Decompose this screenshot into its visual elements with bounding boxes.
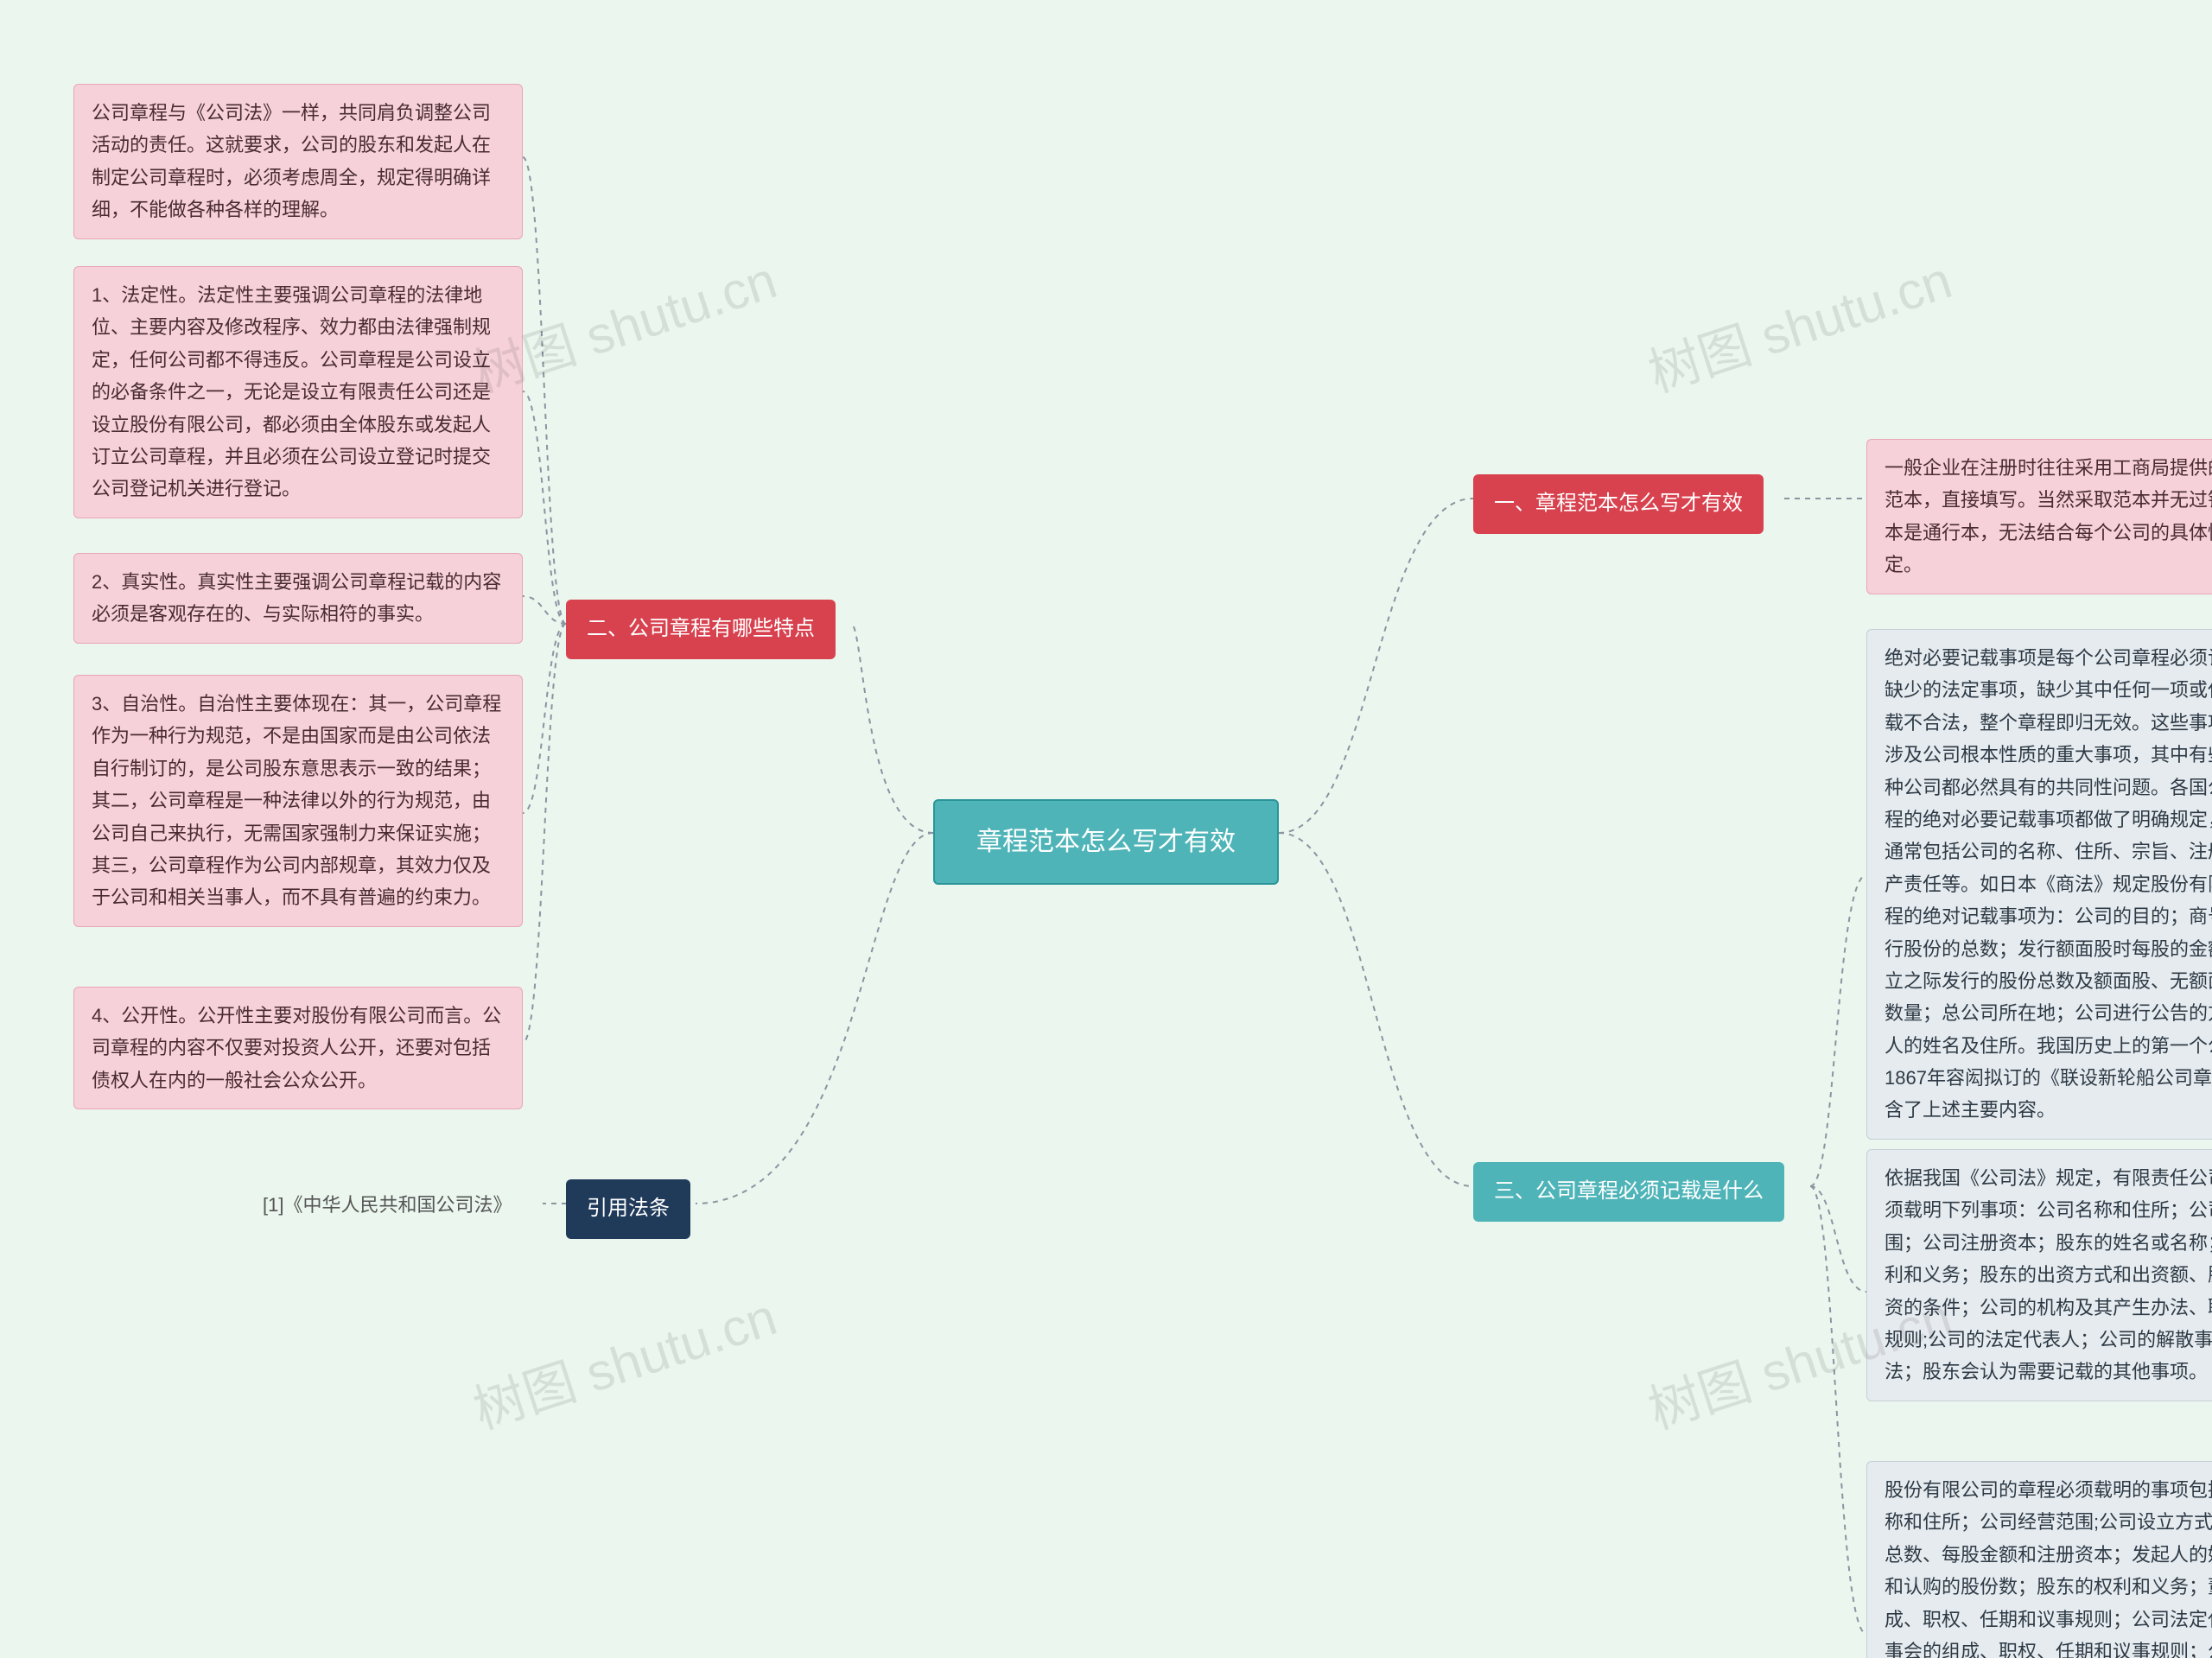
root-node: 章程范本怎么写才有效 [933, 799, 1279, 885]
branch-b1: 一、章程范本怎么写才有效 [1473, 474, 1764, 534]
leaf-b2l1: 1、法定性。法定性主要强调公司章程的法律地位、主要内容及修改程序、效力都由法律强… [73, 266, 523, 518]
branch-b2: 二、公司章程有哪些特点 [566, 600, 836, 659]
watermark: 树图 shutu.cn [462, 1275, 785, 1444]
leaf-b3l3: 股份有限公司的章程必须载明的事项包括：公司名称和住所；公司经营范围;公司设立方式… [1866, 1461, 2212, 1658]
leaf-b2l0: 公司章程与《公司法》一样，共同肩负调整公司活动的责任。这就要求，公司的股东和发起… [73, 84, 523, 239]
watermark: 树图 shutu.cn [1637, 238, 1960, 407]
leaf-b3l2: 依据我国《公司法》规定，有限责任公司的章程必须载明下列事项：公司名称和住所；公司… [1866, 1149, 2212, 1401]
leaf-b2l3: 3、自治性。自治性主要体现在：其一，公司章程作为一种行为规范，不是由国家而是由公… [73, 675, 523, 927]
branch-b3: 三、公司章程必须记载是什么 [1473, 1162, 1784, 1222]
leaf-b2l2: 2、真实性。真实性主要强调公司章程记载的内容必须是客观存在的、与实际相符的事实。 [73, 553, 523, 644]
branch-b4: 引用法条 [566, 1179, 690, 1239]
leaf-b4l1: [1]《中华人民共和国公司法》 [251, 1182, 524, 1228]
leaf-b1l1: 一般企业在注册时往往采用工商局提供的公司章程范本，直接填写。当然采取范本并无过错… [1866, 439, 2212, 594]
leaf-b3l1: 绝对必要记载事项是每个公司章程必须记载、不可缺少的法定事项，缺少其中任何一项或任… [1866, 629, 2212, 1140]
leaf-b2l4: 4、公开性。公开性主要对股份有限公司而言。公司章程的内容不仅要对投资人公开，还要… [73, 987, 523, 1109]
